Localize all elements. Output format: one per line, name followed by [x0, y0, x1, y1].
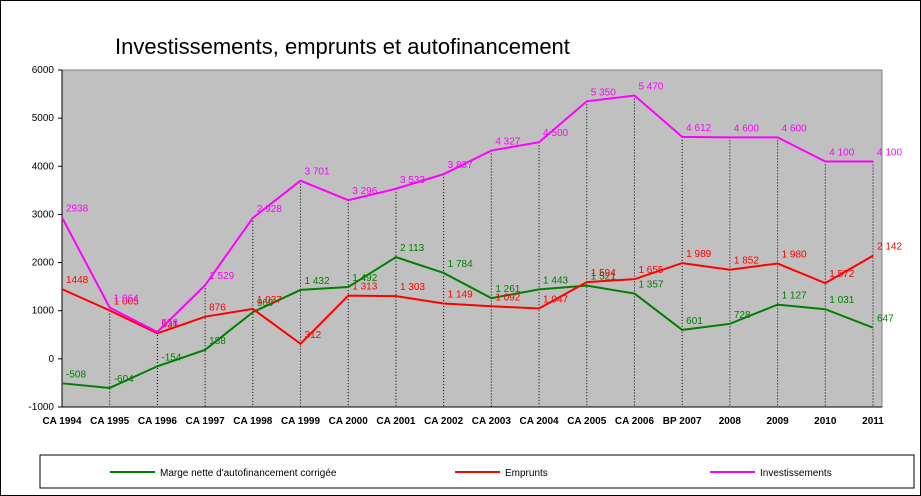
data-label: 1 572: [829, 269, 854, 280]
x-tick-label: CA 1999: [280, 416, 321, 427]
data-label: 4 100: [877, 147, 902, 158]
data-label: 1 529: [209, 271, 234, 282]
data-label: 1 092: [495, 292, 520, 303]
plot-area: [61, 69, 883, 408]
x-tick-label: BP 2007: [662, 416, 702, 427]
x-tick-label: CA 1994: [42, 416, 82, 427]
data-label: 1 005: [114, 296, 139, 307]
x-tick-label: CA 2004: [519, 416, 559, 427]
y-tick-label: 3000: [32, 209, 55, 220]
data-label: 188: [209, 336, 226, 347]
chart-title: Investissements, emprunts et autofinance…: [115, 34, 570, 59]
x-tick-label: CA 2003: [471, 416, 511, 427]
x-tick-label: 2009: [766, 416, 789, 427]
data-label: 4 600: [734, 123, 759, 134]
data-label: 1 594: [591, 268, 616, 279]
data-label: 1 980: [782, 250, 807, 261]
data-label: 312: [305, 330, 322, 341]
data-label: 1448: [66, 275, 89, 286]
y-tick-label: 2000: [32, 258, 55, 269]
x-tick-label: CA 2001: [376, 416, 416, 427]
data-label: -154: [161, 352, 181, 363]
data-label: 969: [257, 298, 274, 309]
data-label: 1 149: [448, 290, 473, 301]
data-label: 1 655: [638, 265, 663, 276]
data-label: 4 612: [686, 123, 711, 134]
data-label: 4 327: [495, 137, 520, 148]
data-label: 4 500: [543, 128, 568, 139]
data-label: 4 100: [829, 147, 854, 158]
legend-label: Emprunts: [505, 468, 548, 479]
x-tick-label: 2011: [862, 416, 884, 427]
x-tick-label: CA 1997: [185, 416, 225, 427]
legend-label: Investissements: [760, 468, 832, 479]
data-label: 1 031: [829, 295, 854, 306]
data-label: 1 432: [305, 276, 330, 287]
y-tick-label: -1000: [28, 402, 54, 413]
data-label: 1 784: [448, 259, 473, 270]
x-tick-label: 2008: [718, 416, 741, 427]
data-label: 728: [734, 310, 751, 321]
x-tick-label: CA 1998: [233, 416, 273, 427]
legend-label: Marge nette d'autofinancement corrigée: [160, 468, 337, 479]
series-line: [61, 94, 873, 334]
data-label: 1 127: [782, 291, 807, 302]
data-label: 2 142: [877, 242, 902, 253]
data-label: 531: [161, 319, 178, 330]
data-label: 1 357: [638, 280, 663, 291]
data-label: -508: [66, 369, 86, 380]
x-tick-label: CA 2006: [614, 416, 655, 427]
y-tick-label: 4000: [32, 161, 55, 172]
data-label: 1 037: [257, 295, 282, 306]
data-label: 3 701: [305, 167, 330, 178]
x-tick-label: 2010: [814, 416, 837, 427]
data-label: 2 113: [400, 243, 425, 254]
data-label: 1 443: [543, 275, 568, 286]
data-label: 1 492: [352, 273, 377, 284]
x-tick-label: CA 1995: [90, 416, 130, 427]
data-label: 3 837: [448, 160, 473, 171]
data-label: 1 521: [591, 272, 616, 283]
data-label: 601: [686, 316, 703, 327]
data-label: 1 852: [734, 256, 759, 267]
series-line: [61, 254, 874, 346]
y-tick-label: 6000: [32, 65, 55, 76]
data-label: 2 928: [257, 204, 282, 215]
data-label: 1 047: [543, 294, 568, 305]
data-label: 4 600: [782, 123, 807, 134]
data-label: 1 989: [686, 249, 711, 260]
data-label: 1 313: [352, 282, 377, 293]
data-label: 5 350: [591, 87, 616, 98]
data-label: -604: [114, 374, 134, 385]
data-label: 1 261: [495, 284, 520, 295]
data-label: 1 064: [114, 294, 139, 305]
y-tick-label: 1000: [32, 306, 55, 317]
y-tick-label: 5000: [32, 113, 55, 124]
data-label: 876: [209, 303, 226, 314]
data-label: 3 533: [400, 175, 425, 186]
x-tick-label: CA 2000: [328, 416, 368, 427]
data-label: 558: [161, 318, 178, 329]
series-line: [61, 256, 874, 389]
data-label: 1 303: [400, 282, 425, 293]
x-tick-label: CA 1996: [137, 416, 177, 427]
data-label: 647: [877, 314, 894, 325]
y-tick-label: 0: [48, 354, 54, 365]
x-tick-label: CA 2002: [424, 416, 464, 427]
data-label: 3 296: [352, 186, 377, 197]
data-label: 2938: [66, 203, 89, 214]
data-label: 5 470: [638, 82, 663, 93]
x-tick-label: CA 2005: [567, 416, 607, 427]
